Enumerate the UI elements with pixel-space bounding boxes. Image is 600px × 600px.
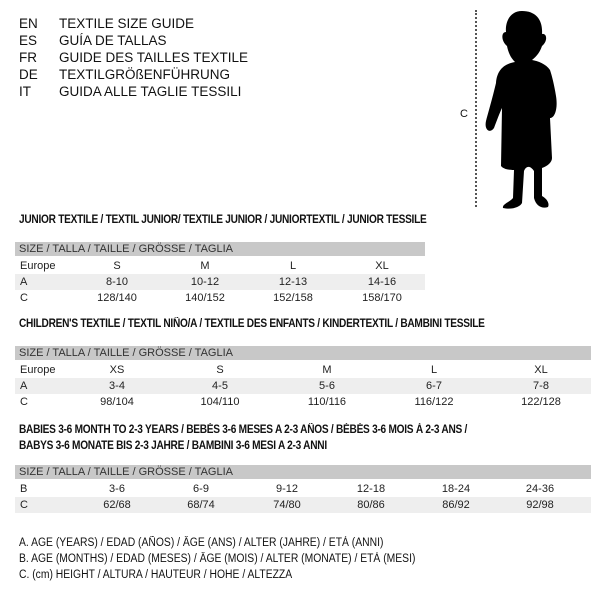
header-title: GUIDE DES TAILLES TEXTILE [59,50,249,65]
table-cell: 12-13 [278,276,308,288]
table-cell: 80/86 [357,499,385,511]
table-cell: 110/116 [307,396,347,408]
table-header: SIZE / TALLA / TAILLE / GRÖSSE / TAGLIA [15,465,591,479]
table-cell: 14-16 [367,276,397,288]
table-cell: 116/122 [414,396,454,408]
table-title: BABIES 3-6 MONTH TO 2-3 YEARS / BEBÉS 3-… [19,424,468,436]
table-row: Europe S M L XL [15,258,425,274]
table-cell: 6-9 [193,483,209,495]
row-label: A [20,276,28,288]
child-silhouette-icon [485,11,557,209]
height-measure-label: C [460,108,468,120]
row-label: Europe [20,364,56,376]
language-code: ES [19,33,38,48]
table-cell: 5-6 [319,380,335,392]
table-cell: 74/80 [273,499,301,511]
row-label: Europe [20,260,56,272]
table-cell: XL [534,364,548,376]
row-label: C [20,396,28,408]
table-cell: 158/170 [362,292,402,304]
table-cell: M [322,364,332,376]
table-row: A 8-10 10-12 12-13 14-16 [15,274,425,290]
table-cell: 152/158 [273,292,313,304]
table-cell: 18-24 [441,483,471,495]
legend-line: A. AGE (YEARS) / EDAD (AÑOS) / ÂGE (ANS)… [19,537,384,549]
table-cell: L [289,260,297,272]
table-cell: M [200,260,210,272]
table-row: C 62/68 68/74 74/80 80/86 86/92 92/98 [15,497,591,513]
language-code: EN [19,16,38,31]
table-cell: XS [109,364,125,376]
table-cell: 92/98 [526,499,554,511]
table-cell: 7-8 [533,380,549,392]
table-cell: 8-10 [105,276,129,288]
row-label: C [20,499,28,511]
table-cell: XL [375,260,389,272]
table-cell: 62/68 [103,499,131,511]
table-cell: 3-4 [109,380,125,392]
table-title: CHILDREN'S TEXTILE / TEXTIL NIÑO/A / TEX… [19,318,485,330]
table-title: JUNIOR TEXTILE / TEXTIL JUNIOR/ TEXTILE … [19,214,427,226]
table-row: A 3-4 4-5 5-6 6-7 7-8 [15,378,591,394]
size-table: SIZE / TALLA / TAILLE / GRÖSSE / TAGLIA E… [15,242,425,306]
header-title: TEXTILE SIZE GUIDE [59,16,195,31]
table-row: B 3-6 6-9 9-12 12-18 18-24 24-36 [15,481,591,497]
table-cell: 86/92 [442,499,470,511]
table-row: Europe XS S M L XL [15,362,591,378]
table-cell: S [113,260,121,272]
table-cell: 3-6 [109,483,125,495]
row-label: B [20,483,28,495]
height-measure-line [475,10,477,207]
table-header: SIZE / TALLA / TAILLE / GRÖSSE / TAGLIA [15,346,591,360]
header-title: TEXTILGRÖßENFÜHRUNG [59,67,231,82]
table-cell: 24-36 [525,483,555,495]
table-header: SIZE / TALLA / TAILLE / GRÖSSE / TAGLIA [15,242,425,256]
table-cell: 98/104 [100,396,134,408]
header-title: GUIDA ALLE TAGLIE TESSILI [59,84,242,99]
size-table: SIZE / TALLA / TAILLE / GRÖSSE / TAGLIA E… [15,346,591,410]
table-cell: 6-7 [426,380,442,392]
table-cell: L [430,364,438,376]
table-cell: S [216,364,224,376]
table-cell: 128/140 [97,292,137,304]
table-cell: 12-18 [356,483,386,495]
table-row: C 128/140 140/152 152/158 158/170 [15,290,425,306]
language-code: DE [19,67,38,82]
size-table: SIZE / TALLA / TAILLE / GRÖSSE / TAGLIA B… [15,465,591,513]
legend-line: B. AGE (MONTHS) / EDAD (MESES) / ÂGE (MO… [19,553,416,565]
table-cell: 122/128 [521,396,561,408]
header-title: GUÍA DE TALLAS [59,33,167,48]
table-title: BABYS 3-6 MONATE BIS 2-3 JAHRE / BAMBINI… [19,440,327,452]
table-cell: 10-12 [190,276,220,288]
row-label: A [20,380,28,392]
table-cell: 104/110 [200,396,240,408]
row-label: C [20,292,28,304]
table-cell: 4-5 [212,380,228,392]
language-code: FR [19,50,37,65]
language-code: IT [19,84,31,99]
table-cell: 68/74 [187,499,215,511]
legend-line: C. (cm) HEIGHT / ALTURA / HAUTEUR / HÖHE… [19,569,293,581]
table-row: C 98/104 104/110 110/116 116/122 122/128 [15,394,591,410]
table-cell: 140/152 [185,292,225,304]
table-cell: 9-12 [275,483,299,495]
